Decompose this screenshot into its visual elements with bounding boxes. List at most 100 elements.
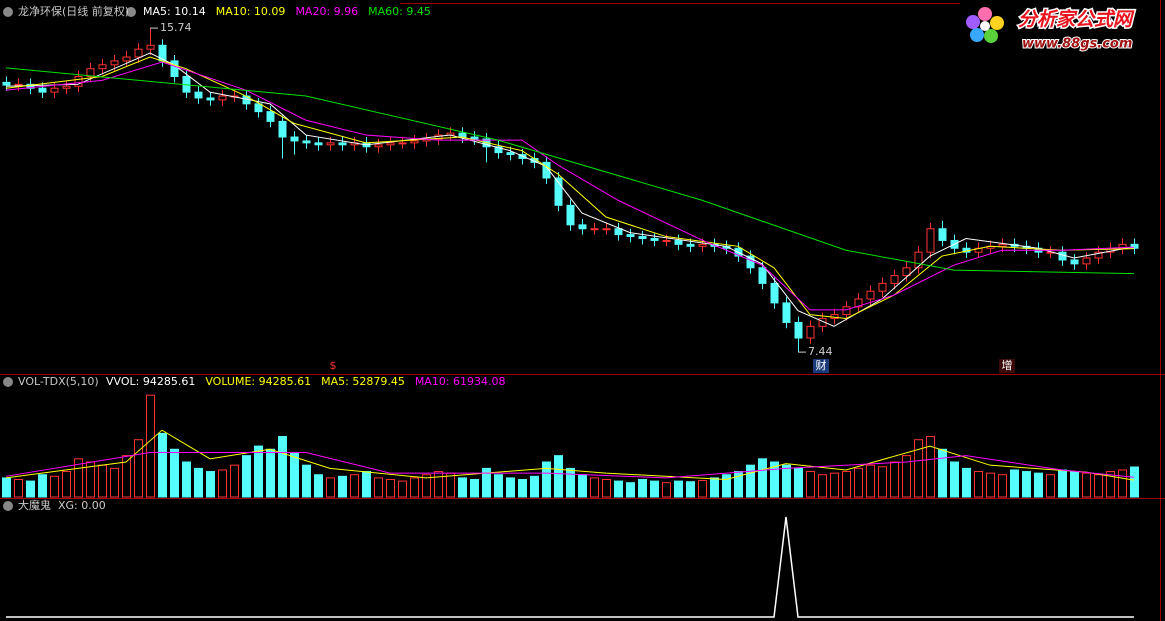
candle-body <box>326 142 335 146</box>
candle-body <box>770 282 779 304</box>
volume-bar <box>674 480 683 498</box>
volume-bar <box>266 448 275 498</box>
volume-bar <box>1058 469 1067 498</box>
volume-bar <box>542 461 551 498</box>
volume-bar <box>506 477 515 498</box>
volume-bar <box>230 464 239 498</box>
volume-bar <box>650 480 659 498</box>
candle-body <box>1094 251 1103 259</box>
high-label: 15.74 <box>160 21 192 34</box>
volume-bar <box>206 471 215 498</box>
candle-body <box>110 60 119 66</box>
volume-bar <box>722 474 731 498</box>
candle-body <box>626 234 635 238</box>
candle-body <box>566 204 575 226</box>
logo-url: www.88gs.com <box>1022 37 1132 52</box>
candle-body <box>470 136 479 140</box>
legend-entry: MA5: 52879.45 <box>321 375 405 388</box>
candle-body <box>1070 259 1079 265</box>
candle-body <box>206 97 215 101</box>
logo-petal <box>970 28 984 42</box>
candle-body <box>290 136 299 142</box>
volume-bar <box>1118 469 1127 498</box>
volume-bar <box>794 467 803 498</box>
candle-body <box>926 228 935 253</box>
moving-average-line <box>5 429 1135 481</box>
volume-bar <box>254 445 263 498</box>
dropdown-icon[interactable] <box>126 7 136 17</box>
candle-body <box>866 290 875 300</box>
candle-body <box>938 228 947 241</box>
volume-bar <box>158 432 167 498</box>
volume-bar <box>638 479 647 498</box>
candle-body <box>998 243 1007 247</box>
candle-body <box>278 120 287 138</box>
candle-body <box>782 302 791 323</box>
dropdown-icon[interactable] <box>3 7 13 17</box>
indicator-legend: XG: 0.00 <box>58 499 106 512</box>
event-marker[interactable]: 财 <box>816 358 827 372</box>
legend-entry: MA10: 10.09 <box>216 5 286 18</box>
candle-body <box>122 56 131 62</box>
logo-petal <box>966 15 980 29</box>
legend-entry: VOLUME: 94285.61 <box>205 375 311 388</box>
candle-body <box>50 87 59 93</box>
volume-bar <box>398 480 407 498</box>
candle-body <box>914 251 923 269</box>
volume-bar <box>1130 466 1139 498</box>
candle-body <box>26 83 35 89</box>
volume-bar <box>662 482 671 498</box>
volume-bar <box>146 394 155 498</box>
volume-bar <box>842 471 851 498</box>
volume-bar <box>746 464 755 498</box>
dropdown-icons <box>3 7 136 511</box>
volume-bar <box>614 480 623 498</box>
legend-entry: VVOL: 94285.61 <box>106 375 195 388</box>
candle-body <box>458 132 467 138</box>
volume-bar <box>218 469 227 498</box>
logo-petal <box>984 29 998 43</box>
dropdown-icon[interactable] <box>3 501 13 511</box>
volume-bar <box>602 479 611 498</box>
volume-bar <box>878 466 887 498</box>
candle-body <box>38 87 47 93</box>
volume-bar <box>374 477 383 498</box>
candle-body <box>1130 243 1139 249</box>
volume-bar <box>434 471 443 498</box>
volume-bar <box>998 474 1007 498</box>
volume-bar <box>2 477 11 498</box>
candle-body <box>890 275 899 284</box>
volume-bar <box>182 461 191 498</box>
volume-bar <box>14 479 23 498</box>
candle-body <box>554 177 563 206</box>
candle-body <box>86 68 95 78</box>
event-marker[interactable]: $ <box>330 359 337 372</box>
candle-body <box>254 103 263 113</box>
candle-body <box>302 140 311 144</box>
volume-bar <box>590 477 599 498</box>
volume-bar <box>782 464 791 498</box>
event-marker-box <box>999 359 1015 373</box>
candle-body <box>854 298 863 308</box>
candle-body <box>74 76 83 87</box>
volume-bar <box>758 458 767 498</box>
volume-bar <box>1022 471 1031 498</box>
candle-body <box>578 224 587 230</box>
volume-bar <box>974 471 983 498</box>
candle-body <box>218 95 227 101</box>
volume-bar <box>806 471 815 498</box>
stock-title: 龙净环保(日线 前复权) <box>18 4 129 18</box>
dropdown-icon[interactable] <box>3 377 13 387</box>
moving-average-line <box>5 451 1135 479</box>
volume-bar <box>1010 469 1019 498</box>
moving-average-line <box>5 67 1135 275</box>
volume-bar <box>494 474 503 498</box>
event-marker[interactable]: 增 <box>1002 358 1013 372</box>
candle-body <box>506 152 515 156</box>
volume-bar <box>854 467 863 498</box>
low-label: 7.44 <box>808 345 833 358</box>
candle-body <box>806 325 815 339</box>
candle-body <box>134 48 143 58</box>
moving-average-line <box>5 52 1135 327</box>
